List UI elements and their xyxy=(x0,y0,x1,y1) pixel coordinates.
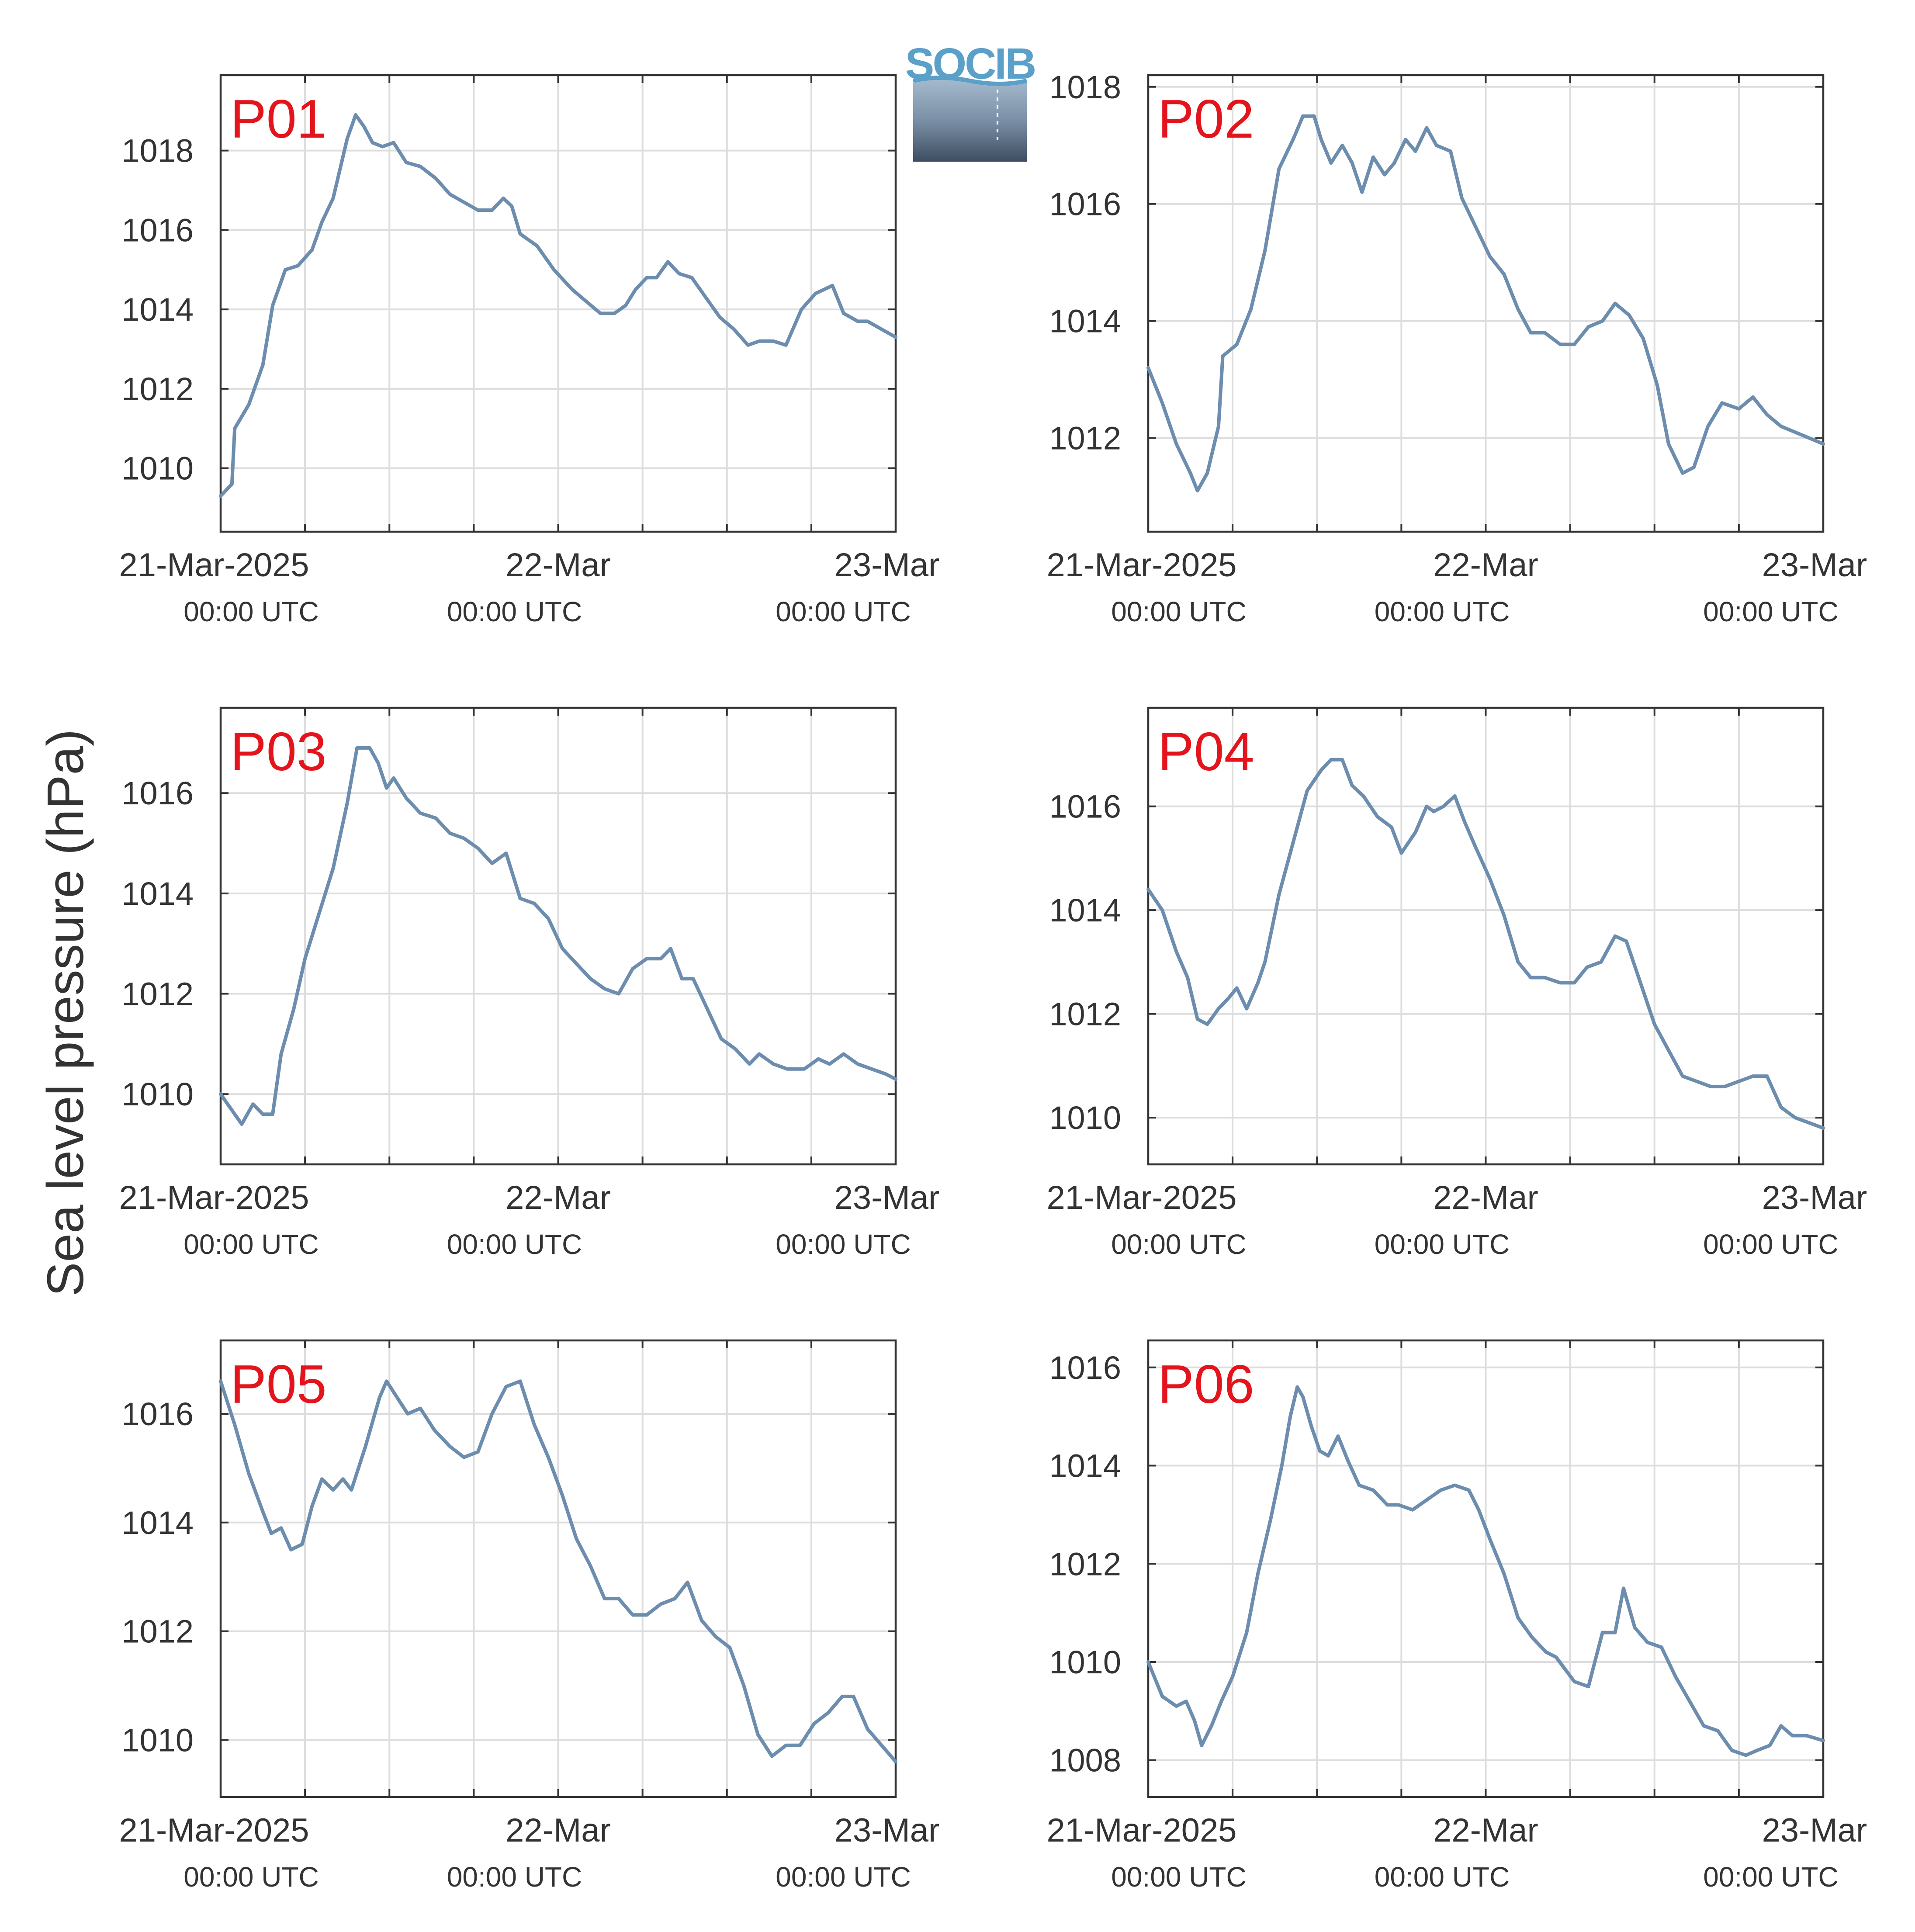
y-tick-label: 1016 xyxy=(1049,186,1121,222)
x-tick-time-label: 00:00 UTC xyxy=(776,1861,911,1893)
y-tick-label: 1014 xyxy=(1049,303,1121,339)
y-tick-label: 1012 xyxy=(1049,1546,1121,1582)
pressure-series-line xyxy=(219,113,897,498)
x-tick-date-label: 22-Mar xyxy=(506,1812,611,1849)
pressure-series-line xyxy=(219,1379,897,1764)
x-tick-time-label: 00:00 UTC xyxy=(1111,1229,1246,1260)
x-tick-date-label: 21-Mar-2025 xyxy=(1046,1812,1236,1849)
y-tick-label: 1010 xyxy=(121,1076,194,1112)
y-tick-label: 1016 xyxy=(121,1396,194,1432)
x-tick-date-label: 23-Mar xyxy=(1762,547,1867,584)
x-tick-date-label: 23-Mar xyxy=(835,1179,940,1216)
x-tick-time-label: 00:00 UTC xyxy=(1375,1229,1510,1260)
y-tick-label: 1008 xyxy=(1049,1742,1121,1779)
socib-logo: SOCIB xyxy=(905,39,1036,162)
x-tick-date-label: 23-Mar xyxy=(835,547,940,584)
panel-label: P05 xyxy=(230,1354,327,1415)
chart-panel-p01: 1010 1012 1014 1016 1018 P01 21-Mar-2025 00:00 … xyxy=(119,74,940,627)
y-tick-label: 1018 xyxy=(1049,69,1121,105)
y-tick-label: 1010 xyxy=(1049,1644,1121,1680)
x-tick-date-label: 21-Mar-2025 xyxy=(1046,1179,1236,1216)
x-tick-time-label: 00:00 UTC xyxy=(447,1861,582,1893)
x-tick-time-label: 00:00 UTC xyxy=(1703,1229,1838,1260)
chart-panel-p03: 1010 1012 1014 1016 P03 21-Mar-2025 00:00 UTC 2… xyxy=(119,706,940,1260)
chart-panel-p06: 1008 1010 1012 1014 1016 P06 21-Mar-2025 00:00 … xyxy=(1046,1339,1867,1893)
x-tick-time-label: 00:00 UTC xyxy=(1375,596,1510,627)
y-tick-label: 1010 xyxy=(1049,1100,1121,1136)
panel-label: P04 xyxy=(1158,722,1254,782)
x-tick-date-label: 23-Mar xyxy=(1762,1812,1867,1849)
x-tick-date-label: 22-Mar xyxy=(1433,547,1538,584)
y-tick-label: 1016 xyxy=(1049,1350,1121,1386)
x-tick-time-label: 00:00 UTC xyxy=(184,1229,319,1260)
x-tick-time-label: 00:00 UTC xyxy=(1703,596,1838,627)
y-tick-label: 1016 xyxy=(121,212,194,248)
x-tick-time-label: 00:00 UTC xyxy=(447,596,582,627)
x-tick-date-label: 21-Mar-2025 xyxy=(119,1812,309,1849)
chart-panel-p04: 1010 1012 1014 1016 P04 21-Mar-2025 00:00 UTC 2… xyxy=(1046,706,1867,1260)
y-tick-label: 1012 xyxy=(121,976,194,1012)
panel-label: P01 xyxy=(230,89,327,149)
y-tick-label: 1016 xyxy=(121,775,194,811)
y-tick-label: 1014 xyxy=(121,291,194,328)
y-tick-label: 1012 xyxy=(121,371,194,407)
pressure-series-line xyxy=(1146,758,1825,1130)
y-tick-label: 1014 xyxy=(121,1505,194,1541)
x-tick-date-label: 22-Mar xyxy=(1433,1812,1538,1849)
x-tick-date-label: 23-Mar xyxy=(835,1812,940,1849)
panel-label: P02 xyxy=(1158,89,1254,149)
y-tick-label: 1012 xyxy=(1049,996,1121,1032)
y-tick-label: 1014 xyxy=(1049,892,1121,928)
panel-label: P06 xyxy=(1158,1354,1254,1415)
x-tick-time-label: 00:00 UTC xyxy=(447,1229,582,1260)
y-tick-label: 1014 xyxy=(1049,1448,1121,1484)
x-tick-date-label: 21-Mar-2025 xyxy=(1046,547,1236,584)
axes-frame xyxy=(1147,706,1825,1166)
axes-frame xyxy=(1147,74,1825,533)
x-tick-time-label: 00:00 UTC xyxy=(1111,596,1246,627)
chart-panel-p05: 1010 1012 1014 1016 P05 21-Mar-2025 00:00 UTC 2… xyxy=(119,1339,940,1893)
pressure-series-line xyxy=(219,746,897,1126)
x-tick-time-label: 00:00 UTC xyxy=(1375,1861,1510,1893)
y-tick-label: 1010 xyxy=(121,1722,194,1758)
pressure-series-line xyxy=(1146,1385,1825,1757)
y-tick-label: 1010 xyxy=(121,450,194,487)
y-tick-label: 1012 xyxy=(1049,420,1121,457)
x-tick-time-label: 00:00 UTC xyxy=(776,1229,911,1260)
x-tick-date-label: 21-Mar-2025 xyxy=(119,547,309,584)
y-axis-label: Sea level pressure (hPa) xyxy=(37,729,94,1297)
x-tick-date-label: 21-Mar-2025 xyxy=(119,1179,309,1216)
x-tick-time-label: 00:00 UTC xyxy=(184,1861,319,1893)
x-tick-time-label: 00:00 UTC xyxy=(1111,1861,1246,1893)
x-tick-time-label: 00:00 UTC xyxy=(776,596,911,627)
y-tick-label: 1014 xyxy=(121,876,194,912)
chart-panel-p02: 1012 1014 1016 1018 P02 21-Mar-2025 00:00 UTC 2… xyxy=(1046,69,1867,627)
axes-frame xyxy=(219,1339,897,1798)
y-tick-label: 1018 xyxy=(121,133,194,169)
x-tick-date-label: 23-Mar xyxy=(1762,1179,1867,1216)
y-tick-label: 1016 xyxy=(1049,789,1121,825)
x-tick-date-label: 22-Mar xyxy=(1433,1179,1538,1216)
x-tick-time-label: 00:00 UTC xyxy=(184,596,319,627)
axes-frame xyxy=(1147,1339,1825,1798)
x-tick-date-label: 22-Mar xyxy=(506,1179,611,1216)
x-tick-date-label: 22-Mar xyxy=(506,547,611,584)
panel-label: P03 xyxy=(230,722,327,782)
x-tick-time-label: 00:00 UTC xyxy=(1703,1861,1838,1893)
axes-frame xyxy=(219,74,897,533)
y-tick-label: 1012 xyxy=(121,1613,194,1650)
axes-frame xyxy=(219,706,897,1166)
pressure-series-line xyxy=(1146,114,1825,493)
